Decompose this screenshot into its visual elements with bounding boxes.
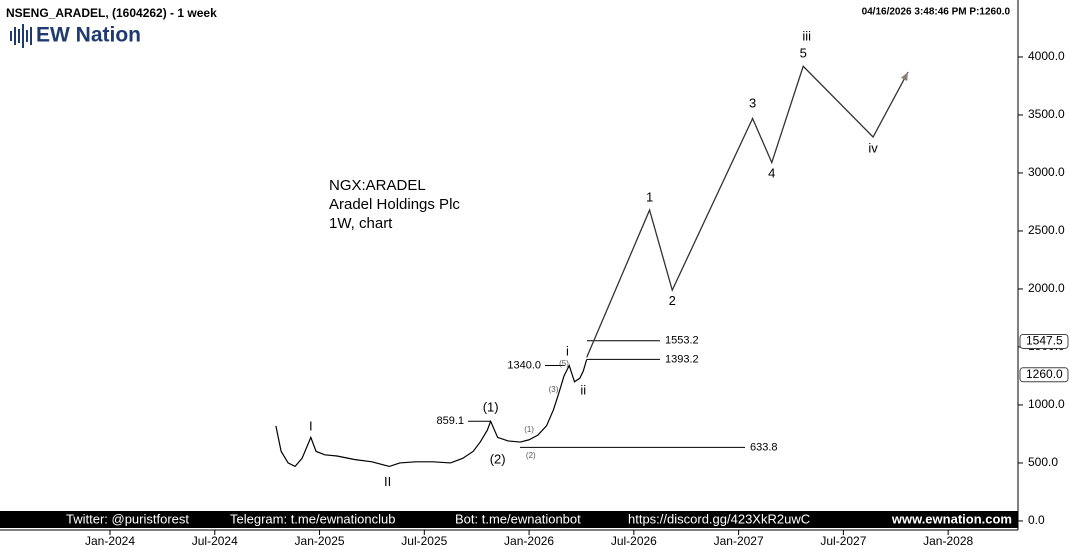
y-tick-label: 2500.0 [1028, 223, 1065, 237]
y-tick-label: 3000.0 [1028, 165, 1065, 179]
wave-label: iii [802, 29, 811, 44]
wave-label: 4 [768, 166, 775, 181]
footer-text: https://discord.gg/423XkR2uwC [628, 511, 810, 526]
x-tick-label: Jan-2027 [714, 534, 764, 548]
logo: EW Nation [36, 24, 141, 47]
price-tag-box [1019, 333, 1069, 349]
x-tick-label: Jul-2026 [611, 534, 657, 548]
wave-label: 5 [800, 46, 807, 61]
wave-label: II [384, 474, 391, 489]
price-line [275, 359, 588, 468]
wave-label: (1) [483, 399, 499, 414]
projection-line [586, 65, 909, 358]
level-label: 859.1 [436, 415, 464, 427]
footer-text: www.ewnation.com [891, 511, 1012, 526]
chart-title: NSENG_ARADEL, (1604262) - 1 week [6, 6, 217, 20]
minor-wave-label: (1) [524, 425, 534, 434]
minor-wave-label: (3) [549, 385, 559, 394]
timestamp: 04/16/2026 3:48:46 PM P:1260.0 [862, 7, 1011, 18]
wave-label: ii [580, 382, 586, 397]
footer-text: Bot: t.me/ewnationbot [455, 511, 581, 526]
y-tick-label: 2000.0 [1028, 281, 1065, 295]
price-tag-box [1019, 367, 1069, 383]
level-label: 633.8 [750, 441, 778, 453]
wave-label: iv [868, 141, 878, 156]
y-tick-label: 0.0 [1028, 513, 1045, 527]
y-tick-label: 500.0 [1028, 455, 1058, 469]
wave-label: (2) [490, 451, 506, 466]
logo-icon [10, 24, 32, 48]
y-tick-label: 1000.0 [1028, 397, 1065, 411]
x-tick-label: Jan-2026 [504, 534, 554, 548]
wave-label: i [566, 344, 569, 359]
y-tick-label: 3500.0 [1028, 107, 1065, 121]
level-label: 1340.0 [507, 359, 541, 371]
x-tick-label: Jul-2025 [401, 534, 447, 548]
wave-label: 3 [749, 95, 756, 110]
level-label: 1393.2 [665, 353, 699, 365]
footer-bar [0, 511, 1018, 528]
annotation: 1W, chart [329, 215, 393, 232]
minor-wave-label: (5) [559, 359, 569, 368]
projection-arrow [900, 72, 908, 82]
annotation: NGX:ARADEL [329, 177, 426, 194]
x-tick-label: Jan-2024 [85, 534, 135, 548]
price-tag: 1260.0 [1026, 367, 1063, 381]
wave-label: 1 [646, 189, 653, 204]
annotation: Aradel Holdings Plc [329, 196, 460, 213]
y-tick-label: 4000.0 [1028, 49, 1065, 63]
price-tag: 1547.5 [1026, 334, 1063, 348]
wave-label: I [309, 418, 313, 433]
minor-wave-label: (2) [526, 451, 536, 460]
footer-text: Telegram: t.me/ewnationclub [230, 511, 395, 526]
level-label: 1553.2 [665, 335, 699, 347]
x-tick-label: Jan-2025 [295, 534, 345, 548]
x-tick-label: Jan-2028 [923, 534, 973, 548]
wave-label: 2 [669, 293, 676, 308]
x-tick-label: Jul-2027 [820, 534, 866, 548]
footer-text: Twitter: @puristforest [66, 511, 189, 526]
x-tick-label: Jul-2024 [192, 534, 238, 548]
